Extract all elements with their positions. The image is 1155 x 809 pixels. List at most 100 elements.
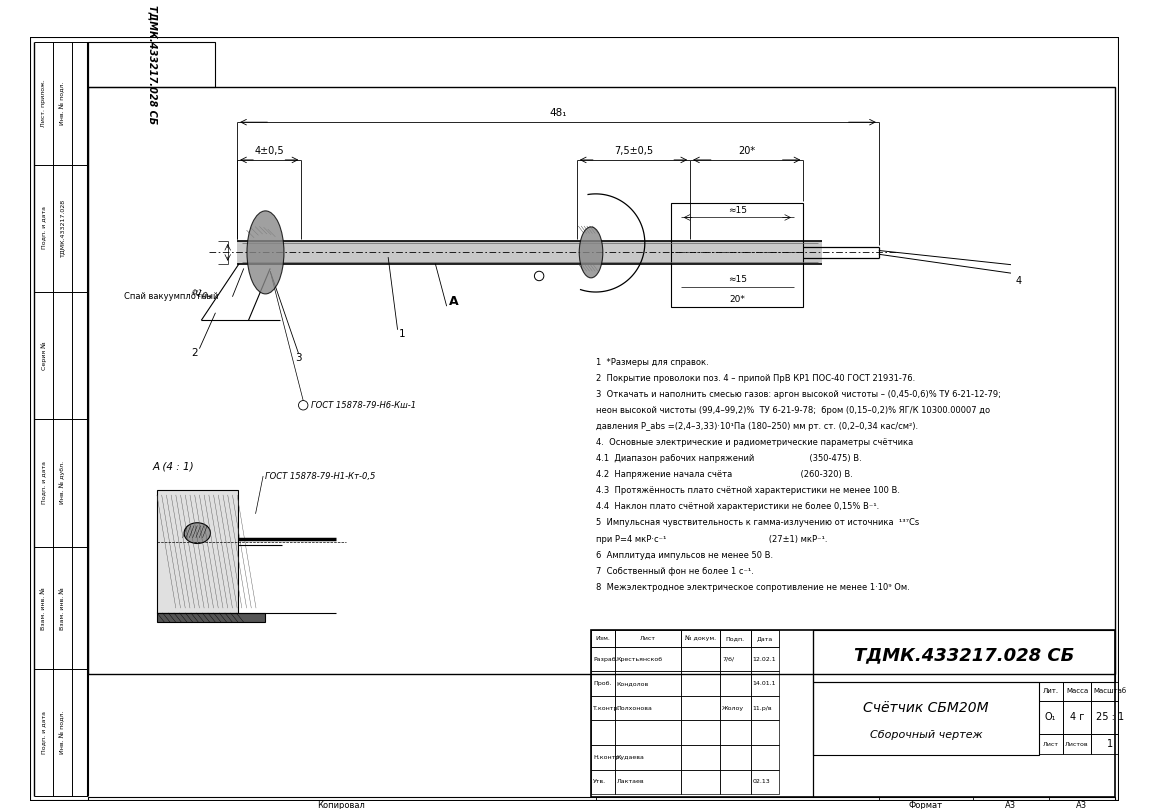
- Text: 1: 1: [1106, 739, 1113, 749]
- Text: 7/б/: 7/б/: [722, 657, 735, 662]
- Text: Копировал: Копировал: [316, 801, 365, 809]
- Bar: [591, 630, 1115, 797]
- Text: 48₁: 48₁: [550, 108, 567, 118]
- Text: 4 г: 4 г: [1070, 712, 1085, 722]
- Bar: [680, 630, 721, 647]
- Text: Изм.: Изм.: [595, 636, 610, 641]
- Text: 6  Амплитуда импульсов не менее 50 В.: 6 Амплитуда импульсов не менее 50 В.: [596, 551, 773, 560]
- Text: Т.контр.: Т.контр.: [593, 705, 620, 710]
- Text: Масса: Масса: [1066, 688, 1088, 694]
- Bar: [614, 696, 680, 721]
- Bar: [1091, 734, 1128, 755]
- Text: 20*: 20*: [738, 146, 755, 156]
- Bar: [88, 797, 1115, 809]
- Text: Лит.: Лит.: [1043, 688, 1059, 694]
- Text: Крестьянскоб: Крестьянскоб: [617, 657, 663, 662]
- Text: ГОСТ 15878-79-Н1-Кт-0,5: ГОСТ 15878-79-Н1-Кт-0,5: [264, 472, 375, 481]
- Text: 4±0,5: 4±0,5: [254, 146, 284, 156]
- Bar: [721, 745, 751, 769]
- Text: Инв. № подл.: Инв. № подл.: [60, 82, 66, 125]
- Bar: [614, 769, 680, 794]
- Bar: [721, 721, 751, 745]
- Text: Спай вакуумплотный: Спай вакуумплотный: [124, 292, 218, 301]
- Text: 3  Откачать и наполнить смесью газов: аргон высокой чистоты – (0,45-0,6)% ТУ 6-2: 3 Откачать и наполнить смесью газов: арг…: [596, 390, 1000, 399]
- Bar: [591, 696, 614, 721]
- Text: Кудаева: Кудаева: [617, 755, 644, 760]
- Text: Кондолов: Кондолов: [617, 681, 649, 686]
- Bar: [813, 682, 1040, 756]
- Bar: [721, 630, 751, 647]
- Text: Лист. прилож.: Лист. прилож.: [42, 79, 46, 127]
- Bar: [751, 671, 778, 696]
- Bar: [237, 241, 822, 264]
- Text: Масштаб: Масштаб: [1094, 688, 1126, 694]
- Bar: [591, 671, 614, 696]
- Bar: [591, 630, 614, 647]
- Bar: [591, 769, 614, 794]
- Bar: [680, 721, 721, 745]
- Bar: [751, 647, 778, 671]
- Text: Дата: Дата: [757, 636, 773, 641]
- Text: 3: 3: [296, 353, 301, 363]
- Text: ≈15: ≈15: [728, 205, 747, 214]
- Text: Лактаев: Лактаев: [617, 779, 644, 784]
- Text: неон высокой чистоты (99,4–99,2)%  ТУ 6-21-9-78;  бром (0,15–0,2)% ЯГ/К 10300.00: неон высокой чистоты (99,4–99,2)% ТУ 6-2…: [596, 406, 990, 415]
- Bar: [614, 745, 680, 769]
- Text: 14.01.1: 14.01.1: [752, 681, 776, 686]
- Text: 4.4  Наклон плато счётной характеристики не более 0,15% В⁻¹.: 4.4 Наклон плато счётной характеристики …: [596, 502, 879, 511]
- Text: 4.  Основные электрические и радиометрические параметры счётчика: 4. Основные электрические и радиометриче…: [596, 438, 912, 447]
- Bar: [1063, 701, 1091, 734]
- Bar: [751, 745, 778, 769]
- Text: 1: 1: [398, 329, 405, 340]
- Bar: [591, 745, 614, 769]
- Text: 8  Межэлектродное электрическое сопротивление не менее 1·10⁹ Ом.: 8 Межэлектродное электрическое сопротивл…: [596, 582, 909, 591]
- Bar: [751, 696, 778, 721]
- Text: А: А: [449, 295, 459, 308]
- Bar: [614, 630, 680, 647]
- Text: Н.контр.: Н.контр.: [593, 755, 621, 760]
- Bar: [591, 647, 614, 671]
- Bar: [1063, 734, 1091, 755]
- Text: 4.1  Диапазон рабочих напряжений                     (350-475) В.: 4.1 Диапазон рабочих напряжений (350-475…: [596, 455, 862, 464]
- Text: ТДМК.433217.028: ТДМК.433217.028: [60, 199, 65, 257]
- Text: 2: 2: [192, 349, 198, 358]
- Bar: [721, 769, 751, 794]
- Text: 5  Импульсная чувствительность к гамма-излучению от источника  ¹³⁷Cs: 5 Импульсная чувствительность к гамма-из…: [596, 519, 919, 527]
- Bar: [680, 696, 721, 721]
- Text: Жолоу: Жолоу: [722, 705, 744, 710]
- Text: ø10*: ø10*: [189, 286, 214, 303]
- Text: А (4 : 1): А (4 : 1): [152, 462, 194, 472]
- Bar: [88, 87, 1115, 674]
- Bar: [1040, 701, 1063, 734]
- Bar: [671, 203, 804, 307]
- Bar: [1063, 682, 1091, 701]
- Bar: [1040, 682, 1063, 701]
- Text: Подп.: Подп.: [725, 636, 745, 641]
- Text: при Р=4 мкР·с⁻¹                                       (27±1) мкР⁻¹.: при Р=4 мкР·с⁻¹ (27±1) мкР⁻¹.: [596, 535, 827, 544]
- Text: Сборочный чертеж: Сборочный чертеж: [870, 730, 983, 739]
- Bar: [680, 671, 721, 696]
- Ellipse shape: [579, 227, 603, 277]
- Text: Подп. и дата: Подп. и дата: [42, 461, 46, 504]
- Text: А3: А3: [1076, 801, 1087, 809]
- Text: 4.2  Напряжение начала счёта                          (260-320) В.: 4.2 Напряжение начала счёта (260-320) В.: [596, 470, 852, 480]
- Bar: [88, 42, 216, 87]
- Text: Утв.: Утв.: [593, 779, 606, 784]
- Text: Взам. инв. №: Взам. инв. №: [60, 587, 65, 629]
- Text: 7  Собственный фон не более 1 с⁻¹.: 7 Собственный фон не более 1 с⁻¹.: [596, 566, 753, 576]
- Bar: [751, 769, 778, 794]
- Bar: [680, 745, 721, 769]
- Bar: [1040, 734, 1063, 755]
- Text: 12.02.1: 12.02.1: [752, 657, 776, 662]
- Text: Лист: Лист: [1043, 742, 1059, 747]
- Ellipse shape: [247, 211, 284, 294]
- Text: ТДМК.433217.028 СБ: ТДМК.433217.028 СБ: [147, 5, 157, 124]
- Text: Серия №: Серия №: [40, 341, 46, 370]
- Bar: [721, 671, 751, 696]
- Text: 1  *Размеры для справок.: 1 *Размеры для справок.: [596, 358, 708, 367]
- Bar: [614, 671, 680, 696]
- Bar: [680, 647, 721, 671]
- Text: Инв. № дубл.: Инв. № дубл.: [60, 461, 66, 504]
- Text: 7,5±0,5: 7,5±0,5: [614, 146, 653, 156]
- Text: Подп. и дата: Подп. и дата: [42, 711, 46, 754]
